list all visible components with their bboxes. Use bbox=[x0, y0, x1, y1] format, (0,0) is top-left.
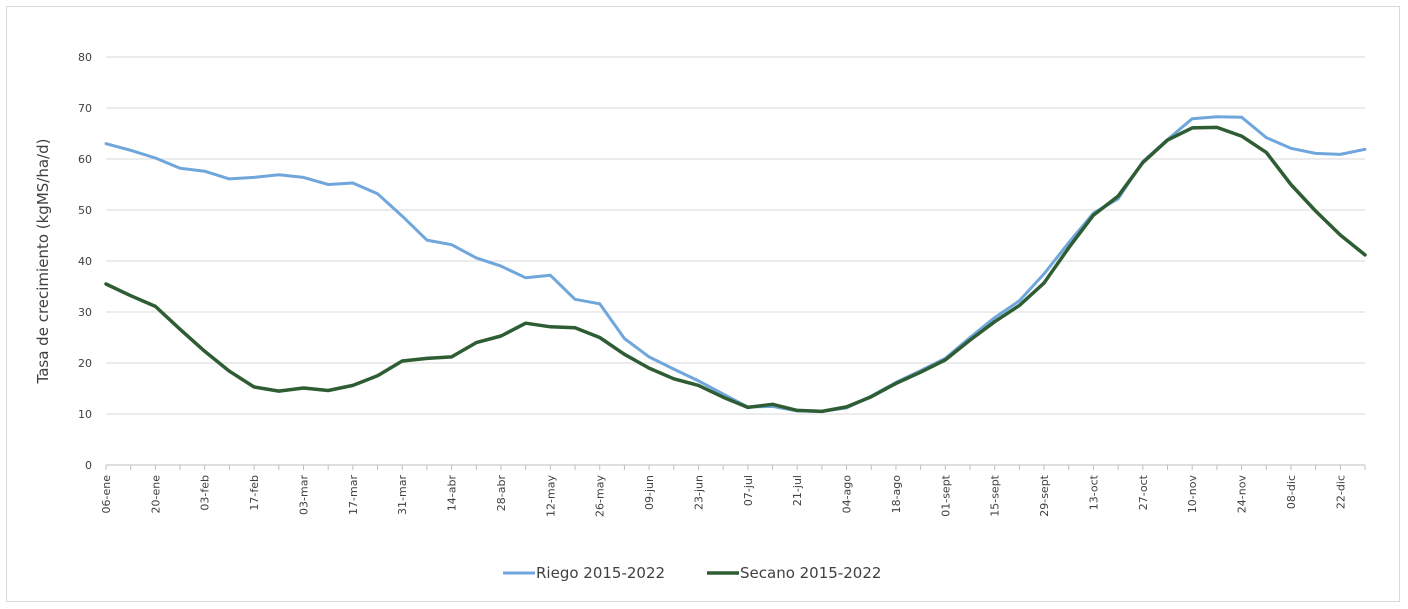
x-tick-label: 15-sept bbox=[989, 474, 1002, 516]
y-axis-ticks: 0 10 20 30 40 50 60 70 80 bbox=[78, 51, 92, 472]
x-tick-label: 01-sept bbox=[939, 474, 952, 516]
x-tick-label: 29-sept bbox=[1038, 474, 1051, 516]
x-tick-label: 12-may bbox=[544, 475, 557, 517]
x-tick-label: 17-mar bbox=[347, 475, 360, 515]
y-tick-label: 80 bbox=[78, 51, 92, 64]
legend-label: Secano 2015-2022 bbox=[740, 564, 881, 582]
y-tick-label: 20 bbox=[78, 357, 92, 370]
x-tick-label: 10-nov bbox=[1186, 475, 1199, 514]
x-tick-label: 17-feb bbox=[248, 475, 261, 511]
x-tick-label: 03-feb bbox=[199, 475, 212, 511]
x-tick-label: 07-jul bbox=[742, 475, 755, 506]
y-tick-label: 50 bbox=[78, 204, 92, 217]
x-tick-label: 31-mar bbox=[396, 475, 409, 515]
x-tick-label: 14-abr bbox=[446, 475, 459, 512]
x-tick-label: 27-oct bbox=[1137, 474, 1150, 510]
x-tick-label: 21-jul bbox=[791, 475, 804, 506]
x-tick-label: 08-dic bbox=[1285, 475, 1298, 509]
y-axis-title: Tasa de crecimiento (kgMS/ha/d) bbox=[34, 139, 52, 385]
gridlines bbox=[106, 56, 1365, 415]
y-tick-label: 10 bbox=[78, 408, 92, 421]
x-tick-label: 23-jun bbox=[692, 475, 705, 510]
x-tick-label: 22-dic bbox=[1334, 475, 1347, 509]
x-tick-label: 28-abr bbox=[495, 475, 508, 512]
x-tick-label: 20-ene bbox=[149, 475, 162, 514]
legend-label: Riego 2015-2022 bbox=[536, 564, 665, 582]
y-tick-label: 60 bbox=[78, 153, 92, 166]
x-tick-label: 03-mar bbox=[297, 475, 310, 515]
x-tick-label: 13-oct bbox=[1087, 474, 1100, 510]
x-tick-label: 04-ago bbox=[841, 475, 854, 514]
series-line-secano bbox=[104, 125, 1367, 414]
x-tick-label: 18-ago bbox=[890, 475, 903, 514]
series-lines bbox=[104, 115, 1367, 414]
x-tick-label: 06-ene bbox=[100, 475, 113, 514]
x-axis bbox=[105, 464, 1366, 470]
y-tick-label: 30 bbox=[78, 306, 92, 319]
legend: Riego 2015-2022 Secano 2015-2022 bbox=[503, 564, 881, 582]
x-tick-label: 26-may bbox=[594, 475, 607, 517]
series-line-riego bbox=[104, 115, 1367, 413]
x-tick-label: 24-nov bbox=[1236, 475, 1249, 514]
y-tick-label: 0 bbox=[85, 459, 92, 472]
chart-frame bbox=[6, 6, 1400, 602]
x-axis-ticks: 06-ene 20-ene 03-feb 17-feb 03-mar 17-mar 31-m… bbox=[100, 474, 1347, 517]
x-tick-label: 09-jun bbox=[643, 475, 656, 510]
y-tick-label: 40 bbox=[78, 255, 92, 268]
y-tick-label: 70 bbox=[78, 102, 92, 115]
